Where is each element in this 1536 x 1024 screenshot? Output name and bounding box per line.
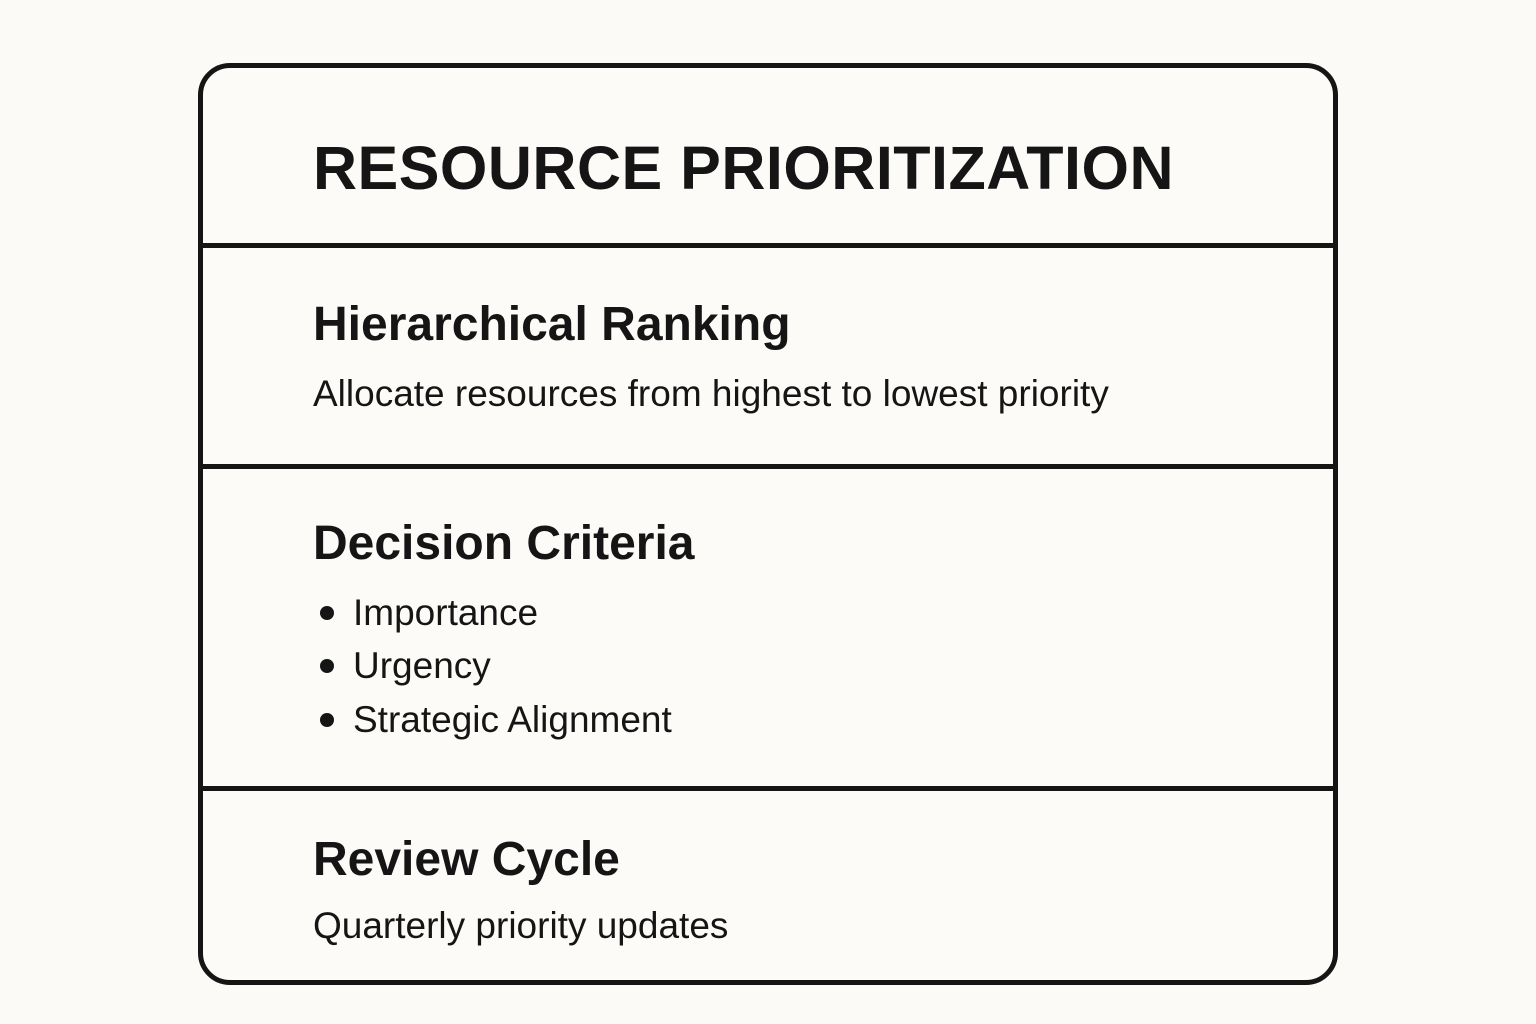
bullet-icon <box>320 713 334 727</box>
criteria-item: Strategic Alignment <box>353 699 672 740</box>
divider <box>203 243 1333 248</box>
divider <box>203 464 1333 469</box>
divider <box>203 786 1333 791</box>
resource-prioritization-card: RESOURCE PRIORITIZATION Hierarchical Ran… <box>198 63 1338 985</box>
bullet-icon <box>320 659 334 673</box>
bullet-icon <box>320 606 334 620</box>
diagram-title: RESOURCE PRIORITIZATION <box>313 134 1175 202</box>
criteria-item: Urgency <box>353 645 491 686</box>
section-heading-review-cycle: Review Cycle <box>313 833 620 886</box>
section-text-review-cycle: Quarterly priority updates <box>313 905 729 946</box>
section-text-hierarchical-ranking: Allocate resources from highest to lowes… <box>313 373 1109 414</box>
criteria-item: Importance <box>353 592 539 633</box>
section-heading-hierarchical-ranking: Hierarchical Ranking <box>313 298 791 351</box>
section-heading-decision-criteria: Decision Criteria <box>313 517 695 570</box>
